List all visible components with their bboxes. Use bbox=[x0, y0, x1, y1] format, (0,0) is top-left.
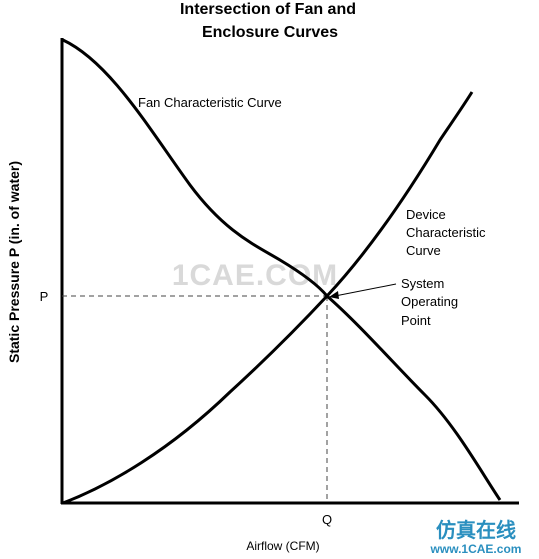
diagram-title-line2: Enclosure Curves bbox=[202, 24, 338, 41]
airflow-tick-label: Q bbox=[322, 512, 332, 527]
device-curve-label-line2: Characteristic bbox=[406, 225, 486, 240]
footer-url: www.1CAE.com bbox=[430, 542, 522, 556]
y-axis-title: Static Pressure P (in. of water) bbox=[6, 161, 22, 363]
x-axis-title: Airflow (CFM) bbox=[246, 539, 319, 553]
operating-point-arrow-shaft bbox=[334, 283, 397, 297]
operating-point-label-line3: Point bbox=[401, 313, 431, 328]
diagram-title-line1: Intersection of Fan and bbox=[180, 1, 356, 18]
device-curve-label-line1: Device bbox=[406, 207, 446, 222]
operating-point-label-line2: Operating bbox=[401, 294, 458, 309]
fan-characteristic-curve bbox=[62, 38, 502, 501]
pressure-tick-label: P bbox=[40, 289, 49, 304]
device-curve-label-line3: Curve bbox=[406, 243, 441, 258]
operating-point-label-line1: System bbox=[401, 276, 444, 291]
fan-curve-label: Fan Characteristic Curve bbox=[138, 95, 282, 110]
watermark-text: 1CAE.COM bbox=[172, 259, 338, 292]
device-characteristic-curve bbox=[62, 91, 474, 505]
operating-point-arrow-head bbox=[329, 291, 339, 299]
footer-brand-cn: 仿真在线 bbox=[436, 518, 516, 542]
